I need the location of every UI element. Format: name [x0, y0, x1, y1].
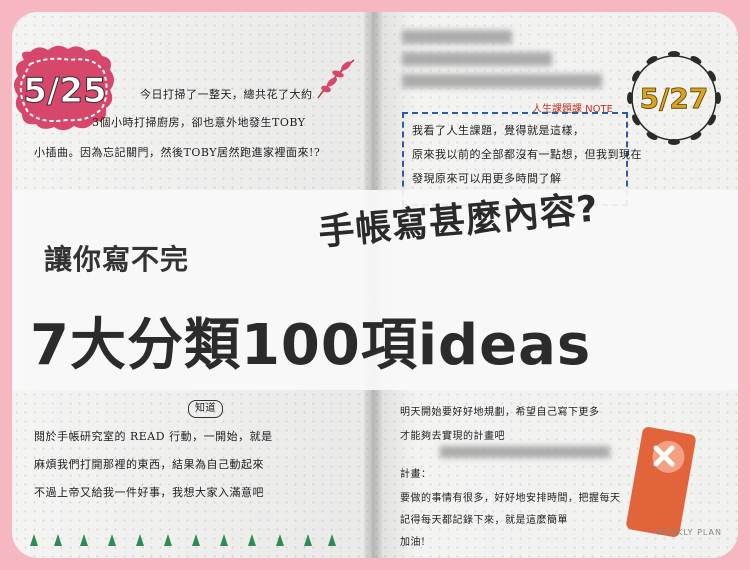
date-badge-left: 5/25 — [14, 45, 114, 131]
right-lower-line-1: 明天開始要好好地規劃，希望自己寫下更多 — [400, 407, 600, 418]
blurred-text — [402, 30, 512, 44]
right-lower-line-6: 加油! — [400, 537, 426, 548]
bookmark-label: WEEKLY PLAN — [656, 528, 723, 537]
title-banner — [12, 190, 738, 390]
left-lower-line-1: 閱於手帳研究室的 READ 行動，一開始，就是 — [34, 430, 273, 443]
left-line-1: 今日打掃了一整天，總共花了大約 — [140, 88, 313, 101]
section-label: 知道 — [188, 400, 223, 418]
date-left-text: 5/25 — [23, 71, 106, 111]
blurred-text — [402, 52, 552, 66]
right-lower-line-5: 記得每天都記錄下來，就是這麼簡單 — [400, 515, 568, 526]
left-lower-line-3: 不過上帝又給我一件好事，我想大家入滿意吧 — [34, 486, 264, 499]
date-right-text: 5/27 — [640, 82, 709, 115]
date-wreath: 5/27 — [627, 51, 721, 145]
leaf-sprig-icon — [317, 59, 355, 99]
close-x-icon — [653, 445, 675, 467]
grass-border — [30, 534, 336, 546]
right-lower-line-3: 計畫： — [400, 469, 432, 480]
left-lower-line-2: 麻煩我們打開那裡的東西，結果為自己動起來 — [34, 458, 264, 471]
left-line-2: 3個小時打掃廚房，卻也意外地發生TOBY — [92, 116, 306, 129]
right-lower-line-2: 才能夠去實現的計畫吧 — [400, 431, 505, 442]
right-lower-line-4: 要做的事情有很多，好好地安排時間，把握每天 — [400, 493, 621, 504]
banner-title-bottom: 7大分類100項ideas — [30, 313, 592, 378]
right-line-3: 發現原來可以用更多時間了解 — [412, 172, 562, 185]
banner-title-middle: 讓你寫不完 — [44, 243, 190, 276]
blurred-text — [402, 74, 602, 88]
blurred-text — [440, 446, 610, 458]
left-line-3: 小插曲。因為忘記關門，然後TOBY居然跑進家裡面來!? — [34, 146, 321, 159]
right-line-1: 我看了人生課題，覺得就是這樣， — [412, 124, 585, 137]
right-line-2: 原來我以前的全部都沒有一點想，但我到現在 — [412, 148, 642, 161]
note-label: 人生課題課 NOTE — [532, 104, 613, 115]
bookmark-clip — [626, 427, 696, 537]
